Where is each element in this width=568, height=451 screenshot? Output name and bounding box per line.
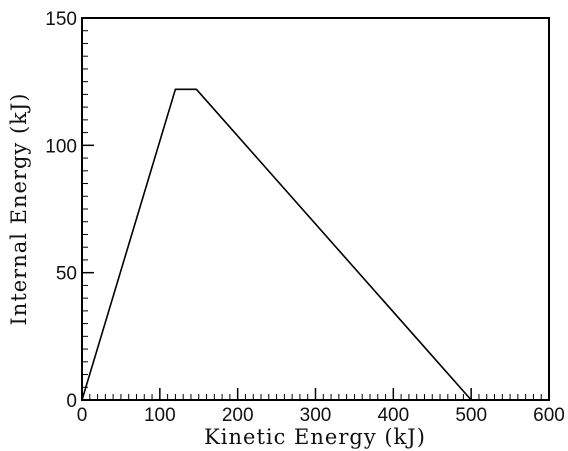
y-tick-label: 0 xyxy=(66,391,77,412)
major-ticks xyxy=(81,17,550,401)
plot-frame xyxy=(81,17,550,401)
x-axis-label: Kinetic Energy (kJ) xyxy=(204,425,426,449)
y-tick-label: 150 xyxy=(45,9,77,30)
y-tick-label: 100 xyxy=(45,136,77,157)
x-tick-label: 300 xyxy=(300,405,332,426)
minor-ticks xyxy=(82,30,542,400)
x-tick-label: 200 xyxy=(222,405,254,426)
x-tick-label: 500 xyxy=(455,405,487,426)
y-axis-label: Internal Energy (kJ) xyxy=(7,93,31,326)
x-tick-label: 400 xyxy=(377,405,409,426)
x-tick-label: 0 xyxy=(77,405,88,426)
series-line xyxy=(81,88,472,401)
y-tick-labels: 0 50 100 150 xyxy=(45,9,77,412)
x-tick-label: 600 xyxy=(533,405,565,426)
y-tick-label: 50 xyxy=(56,264,77,285)
x-tick-labels: 0 100 200 300 400 500 600 xyxy=(77,405,565,426)
series-group xyxy=(81,88,472,401)
x-tick-label: 100 xyxy=(144,405,176,426)
